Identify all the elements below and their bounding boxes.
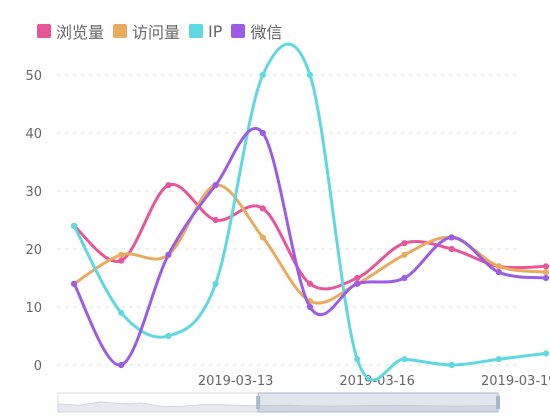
legend-swatch-series-1 [37, 24, 51, 38]
y-tick-label-0: 0 [34, 359, 42, 374]
legend-label-series-2: 访问量 [132, 23, 181, 42]
series-1-point-8 [448, 245, 455, 253]
x-tick-label-2: 2019-03-19 [481, 374, 550, 389]
series-1-point-3 [212, 216, 219, 224]
series-1-point-4 [259, 205, 266, 212]
series-line-3 [72, 42, 548, 382]
series-3-point-3 [212, 280, 219, 287]
series-4-point-4 [259, 129, 266, 137]
series-4-point-1 [118, 361, 125, 369]
x-tick-label-1: 2019-03-16 [339, 374, 415, 389]
y-tick-label-5: 50 [25, 69, 42, 84]
x-tick-label-0: 2019-03-13 [198, 374, 274, 389]
series-3-point-6 [354, 356, 361, 363]
series-4-point-2 [165, 251, 172, 258]
series-3-point-4 [259, 71, 266, 79]
series-1-point-7 [401, 240, 408, 247]
series-4-point-8 [448, 234, 455, 241]
series-4-point-6 [354, 280, 361, 287]
data-zoom-window[interactable] [257, 392, 499, 413]
data-zoom-slider[interactable] [57, 392, 500, 413]
series-2-point-1 [118, 251, 125, 258]
series-1-point-6 [354, 274, 361, 282]
series-2-point-7 [401, 251, 408, 258]
legend-label-series-1: 浏览量 [56, 23, 105, 42]
series-3-point-8 [448, 361, 455, 369]
legend-item-series-1[interactable]: 浏览量 [37, 19, 104, 43]
series-2-point-10 [542, 269, 550, 276]
series-4-point-9 [495, 269, 502, 276]
legend-label-series-4: 微信 [250, 23, 283, 42]
legend-swatch-series-4 [231, 24, 246, 38]
y-tick-label-3: 30 [25, 185, 42, 200]
series-line-4 [72, 127, 548, 367]
legend-swatch-series-3 [189, 24, 204, 38]
y-tick-label-1: 10 [25, 301, 42, 316]
series-4-point-10 [542, 274, 550, 282]
series-1-point-5 [306, 280, 314, 287]
series-3-point-1 [118, 309, 125, 316]
chart-legend: 浏览量 访问量 IP 微信 [37, 19, 291, 43]
series-4-point-5 [306, 303, 314, 311]
series-1-point-1 [118, 257, 125, 264]
series-3-point-2 [165, 332, 172, 340]
series-3-point-5 [306, 71, 314, 79]
series-3-point-7 [401, 356, 408, 363]
series-4-point-0 [70, 280, 78, 287]
series-1-point-2 [165, 182, 172, 189]
series-1-point-10 [542, 263, 550, 270]
series-line-1 [72, 182, 548, 291]
legend-item-series-2[interactable]: 访问量 [113, 19, 180, 43]
series-3-point-0 [70, 222, 78, 229]
legend-swatch-series-2 [113, 24, 128, 38]
legend-label-series-3: IP [208, 21, 223, 41]
data-zoom-handle-left[interactable] [256, 396, 261, 409]
series-2-point-4 [259, 234, 266, 241]
y-tick-label-4: 40 [25, 127, 42, 142]
data-zoom-preview [57, 401, 499, 413]
legend-item-series-3[interactable]: IP [189, 22, 222, 41]
legend-item-series-4[interactable]: 微信 [231, 19, 282, 43]
series-3-point-10 [542, 350, 550, 357]
series-4-point-7 [401, 274, 408, 282]
data-zoom-handle-right[interactable] [496, 396, 500, 409]
series-3-point-9 [495, 356, 502, 363]
y-tick-label-2: 20 [25, 243, 42, 258]
series-2-point-9 [495, 263, 502, 270]
series-4-point-3 [212, 182, 219, 189]
